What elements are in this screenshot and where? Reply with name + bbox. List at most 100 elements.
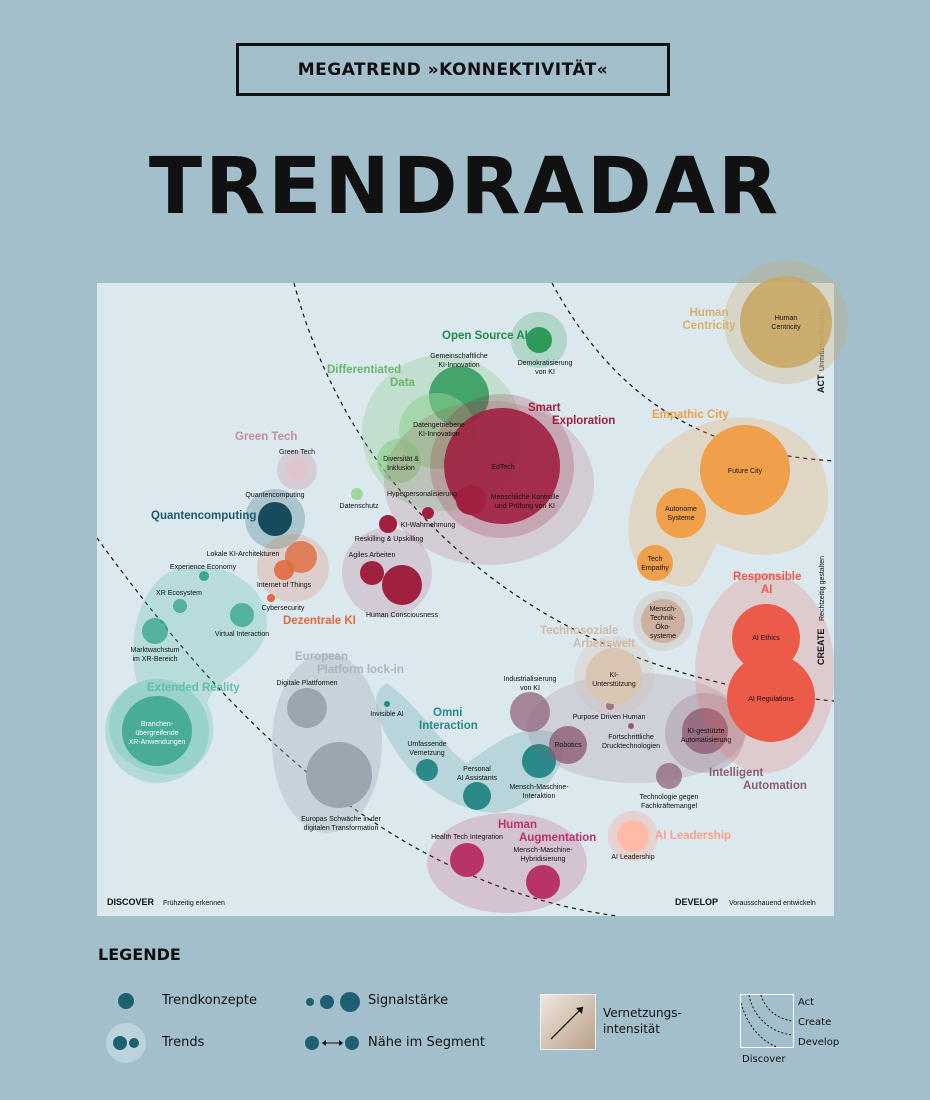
svg-text:Öko-: Öko-: [655, 623, 671, 631]
bubble-ki-wahrnehmung[interactable]: [379, 515, 397, 533]
corner-act-bold: ACT: [816, 374, 826, 393]
seg-open-source-ai: Open Source AI: [442, 330, 528, 342]
svg-text:Fachkräftemangel: Fachkräftemangel: [641, 803, 697, 810]
svg-text:Demokratisierung: Demokratisierung: [518, 360, 573, 367]
svg-text:Technologie gegen: Technologie gegen: [640, 794, 699, 801]
bubble-future-city[interactable]: [700, 425, 790, 515]
bubble-marktwachstum[interactable]: [142, 618, 168, 644]
bubble-ai-ethics[interactable]: [732, 604, 800, 672]
bubble-iot[interactable]: [274, 560, 294, 580]
legend-trendkonzept-icon: [118, 993, 134, 1009]
bubble-diversitaet[interactable]: [377, 439, 421, 483]
legend-naehe: Nähe im Segment: [368, 1035, 485, 1050]
bubble-ki-automatisierung[interactable]: [682, 708, 728, 754]
bubble-industrialisierung[interactable]: [510, 692, 550, 732]
bubble-mensch-technik[interactable]: [641, 599, 685, 643]
bubble-tech-empathy[interactable]: [637, 545, 673, 581]
seg-intelligent-1: Intelligent: [709, 767, 763, 779]
svg-text:Datenschutz: Datenschutz: [340, 503, 379, 510]
corner-develop-text: Vorausschauend entwickeln: [729, 900, 816, 907]
bubble-health-tech[interactable]: [450, 843, 484, 877]
seg-technosoziale-2: Arbeitswelt: [573, 638, 635, 650]
bubble-green-tech[interactable]: [286, 459, 308, 481]
svg-text:Robotics: Robotics: [554, 742, 582, 749]
bubble-branchen-xr[interactable]: [122, 696, 192, 766]
bubble-datenschutz[interactable]: [351, 488, 363, 500]
svg-text:Technik-: Technik-: [650, 615, 677, 622]
legend-trends-icon: [106, 1023, 146, 1063]
bubble-demokratisierung[interactable]: [526, 327, 552, 353]
seg-responsible-2: AI: [761, 584, 773, 596]
corner-create-text: Rechtzeitig gestalten: [819, 556, 826, 621]
svg-text:Datengetriebene: Datengetriebene: [413, 422, 465, 429]
svg-text:Mensch-: Mensch-: [650, 606, 678, 613]
svg-text:KI-Innovation: KI-Innovation: [438, 362, 479, 369]
corner-create-bold: CREATE: [816, 629, 826, 665]
cluster-crimson: [342, 394, 594, 618]
radar-canvas: Open Source AI Differentiated Data Smart…: [97, 283, 834, 916]
seg-omni-1: Omni: [433, 707, 462, 719]
svg-text:Interaktion: Interaktion: [523, 793, 556, 800]
legend-signalstaerke: Signalstärke: [368, 993, 449, 1008]
bubble-purpose-driven[interactable]: [606, 702, 614, 710]
bubble-ai-regulations[interactable]: [727, 654, 815, 742]
bubble-personal-ai[interactable]: [463, 782, 491, 810]
svg-text:Inklusion: Inklusion: [387, 465, 415, 472]
svg-text:Purpose Driven Human: Purpose Driven Human: [573, 714, 646, 721]
svg-text:Autonome: Autonome: [665, 506, 697, 513]
legend-create: Create: [798, 1017, 832, 1028]
bubble-mensch-maschine-interaktion[interactable]: [522, 744, 556, 778]
bubble-ai-leadership[interactable]: [617, 820, 649, 852]
bubble-robotics[interactable]: [549, 726, 587, 764]
cluster-mauve: [510, 673, 747, 789]
corner-develop-bold: DEVELOP: [675, 897, 718, 907]
svg-text:Agiles Arbeiten: Agiles Arbeiten: [349, 552, 396, 559]
svg-text:im XR-Bereich: im XR-Bereich: [132, 656, 177, 663]
bubble-europas-schwaeche[interactable]: [306, 742, 372, 808]
svg-text:Digitale Plattformen: Digitale Plattformen: [276, 680, 337, 687]
seg-ai-leadership: AI Leadership: [655, 830, 731, 842]
svg-text:Experience Economy: Experience Economy: [170, 564, 237, 571]
legend-vernetzung-icon: [540, 994, 596, 1050]
svg-text:Green Tech: Green Tech: [279, 449, 315, 456]
bubble-ki-unterstuetzung[interactable]: [586, 648, 642, 704]
bubble-human-consciousness[interactable]: [382, 565, 422, 605]
bubble-quantencomputing[interactable]: [258, 502, 292, 536]
bubble-drucktechnologien[interactable]: [628, 723, 634, 729]
bubble-umfassende-vernetzung[interactable]: [416, 759, 438, 781]
svg-text:Tech: Tech: [648, 556, 663, 563]
svg-text:Future City: Future City: [728, 468, 763, 475]
cluster-european: [272, 653, 382, 833]
bubble-fachkraeftemangel[interactable]: [656, 763, 682, 789]
legend-develop: Develop: [798, 1037, 840, 1048]
svg-text:digitalen Transformation: digitalen Transformation: [304, 825, 379, 832]
bubble-mensch-maschine-hybrid[interactable]: [526, 865, 560, 899]
page-title: TRENDRADAR: [148, 142, 782, 232]
cluster-human-aug: [427, 813, 587, 913]
svg-text:Hyperpersonalisierung: Hyperpersonalisierung: [387, 491, 457, 498]
svg-text:XR-Anwendungen: XR-Anwendungen: [129, 739, 186, 746]
bubble-digitale-plattformen[interactable]: [287, 688, 327, 728]
legend-vernetzung-1: Vernetzungs-: [603, 1006, 682, 1020]
legend-act: Act: [798, 997, 815, 1008]
bubble-xr-ecosystem[interactable]: [173, 599, 187, 613]
svg-text:Empathy: Empathy: [641, 565, 669, 572]
seg-human-aug-2: Augmentation: [519, 832, 596, 844]
svg-text:AI Leadership: AI Leadership: [611, 854, 654, 861]
bubble-experience-economy[interactable]: [199, 571, 209, 581]
bubble-virtual-interaction[interactable]: [230, 603, 254, 627]
bubble-lokale-ki[interactable]: [285, 541, 317, 573]
seg-human-aug-1: Human: [498, 819, 537, 831]
seg-empathic-city: Empathic City: [652, 409, 729, 421]
svg-text:Unterstützung: Unterstützung: [592, 681, 636, 688]
svg-text:KI-: KI-: [610, 672, 620, 679]
bubble-menschliche-kontrolle[interactable]: [456, 485, 486, 515]
bubble-autonome-systeme[interactable]: [656, 488, 706, 538]
trend-radar: Open Source AI Differentiated Data Smart…: [97, 283, 834, 916]
bubble-invisible-ai[interactable]: [384, 701, 390, 707]
svg-text:Human Consciousness: Human Consciousness: [366, 612, 438, 619]
svg-text:Branchen-: Branchen-: [141, 721, 174, 728]
seg-omni-2: Interaction: [419, 720, 478, 732]
bubble-agiles-arbeiten[interactable]: [360, 561, 384, 585]
svg-text:AI Assistants: AI Assistants: [457, 775, 498, 782]
